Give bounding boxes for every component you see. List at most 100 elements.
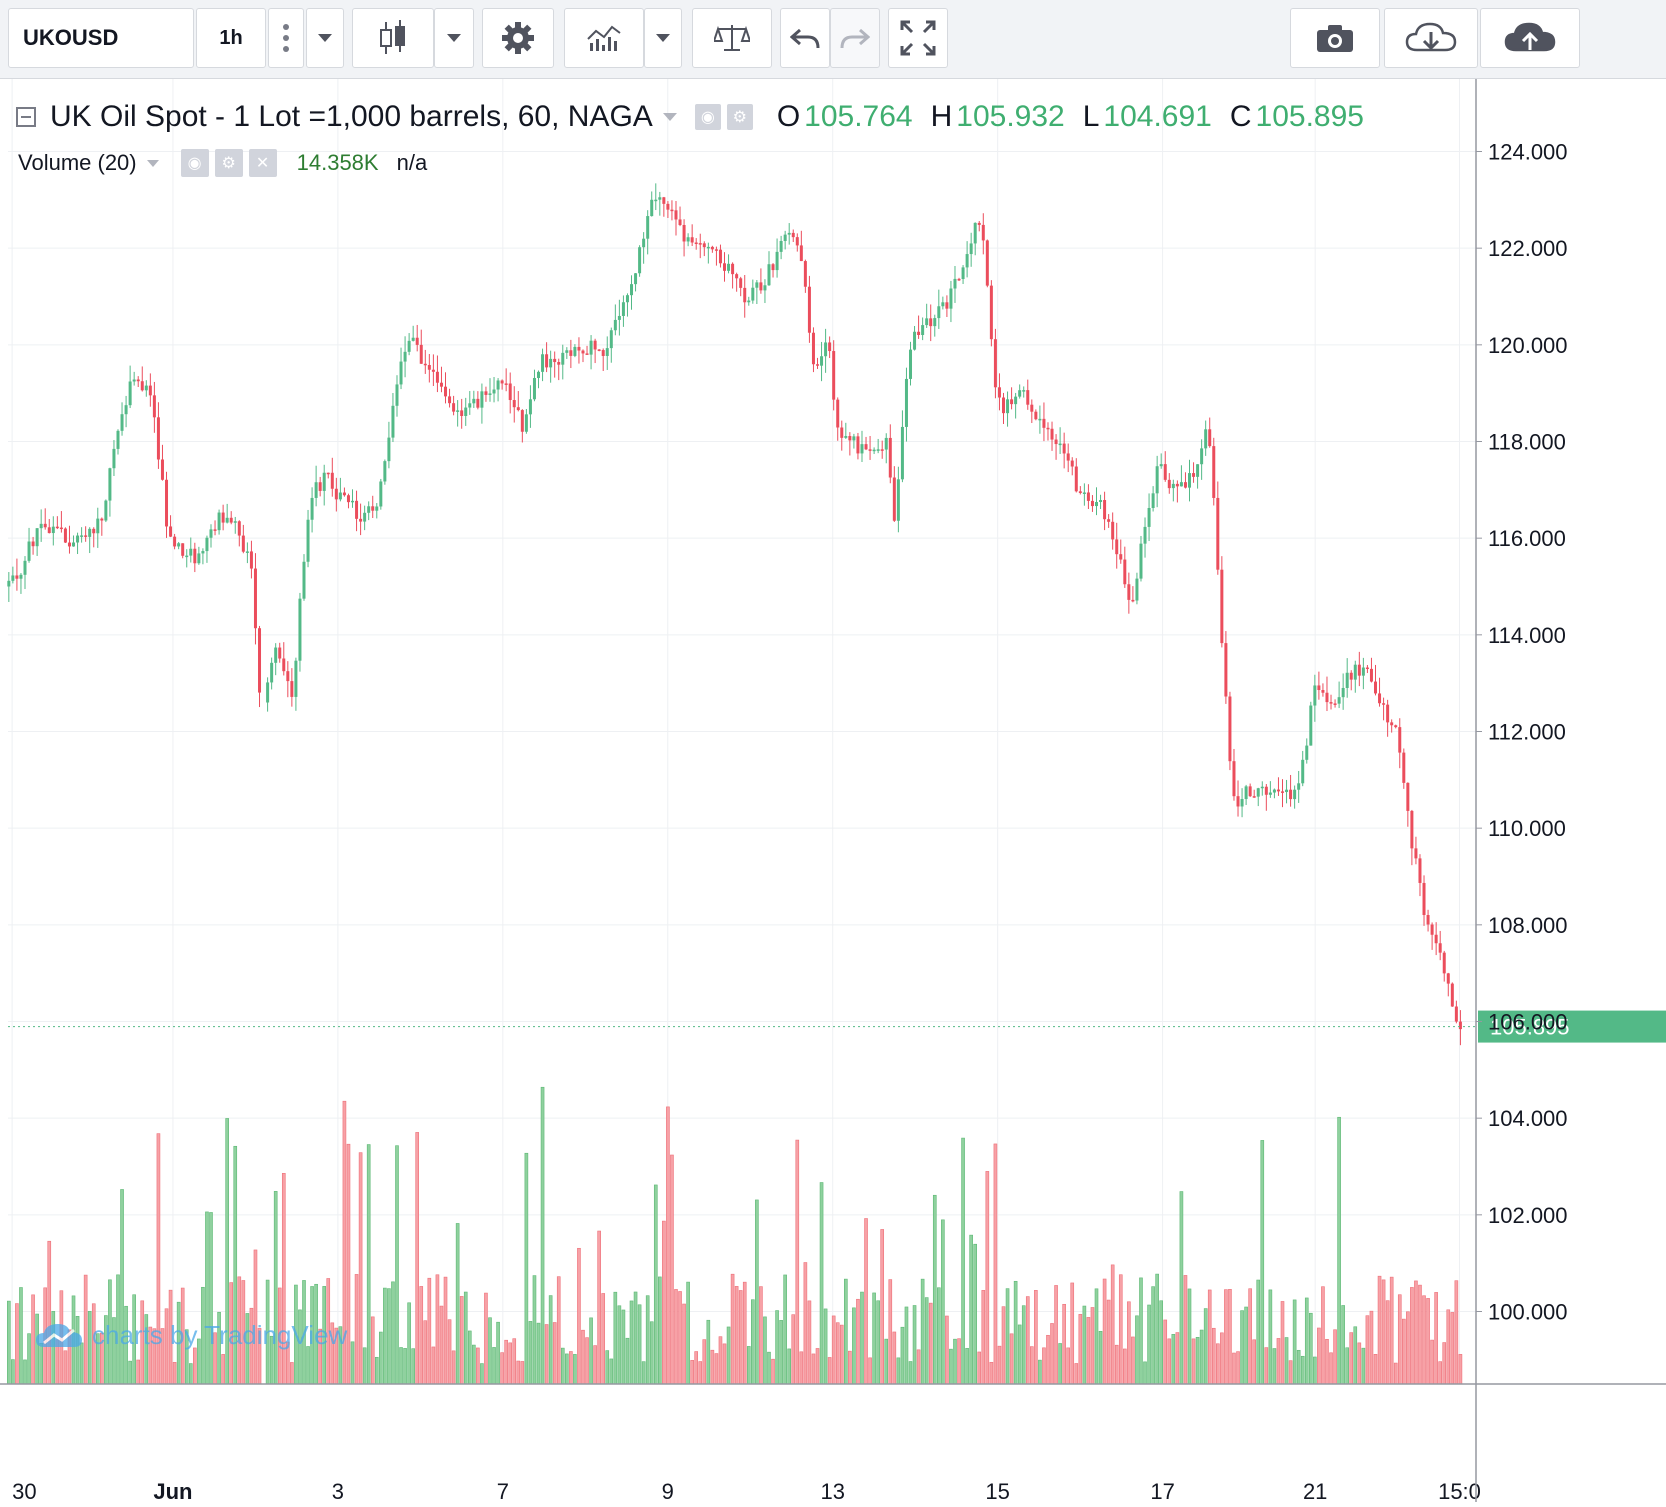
save-chart-button[interactable]	[1480, 8, 1580, 68]
candle-body	[1410, 810, 1414, 849]
candle-body	[779, 240, 783, 252]
candle-body	[1365, 667, 1369, 670]
volume-bar	[1325, 1338, 1329, 1385]
volume-bar	[694, 1351, 699, 1385]
candle-body	[710, 246, 714, 250]
volume-bar	[755, 1199, 759, 1385]
candle-body	[706, 246, 710, 249]
symbol-label: UKOUSD	[23, 25, 119, 50]
candle-body	[383, 461, 387, 482]
x-tick-label: 30	[12, 1479, 36, 1502]
candle-body	[1204, 429, 1208, 449]
settings-button[interactable]	[482, 8, 554, 68]
candle-body	[1002, 397, 1006, 414]
volume-bar	[625, 1337, 630, 1385]
candle-body	[1276, 789, 1280, 792]
candle-body	[205, 537, 209, 552]
candle-body	[1406, 782, 1410, 811]
volume-bar	[658, 1276, 662, 1385]
volume-bar	[1078, 1314, 1083, 1385]
candle-body	[953, 278, 957, 289]
candle-body	[1398, 727, 1402, 753]
volume-bar	[763, 1316, 767, 1385]
volume-menu-chevron-down-icon[interactable]	[146, 159, 159, 167]
volume-bar	[1284, 1337, 1289, 1385]
y-tick-label: 120.000	[1488, 333, 1568, 358]
eye-icon[interactable]: ◉	[180, 149, 209, 177]
close-icon[interactable]: ✕	[248, 149, 277, 177]
candle-body	[1260, 786, 1264, 789]
x-tick-label: 15:0	[1438, 1479, 1481, 1502]
indicators-button[interactable]	[564, 8, 644, 68]
candle-body	[1115, 539, 1119, 555]
volume-bar	[1151, 1286, 1155, 1385]
volume-bar	[601, 1293, 606, 1385]
symbol-search-button[interactable]: UKOUSD	[8, 8, 194, 68]
eye-icon[interactable]: ◉	[694, 104, 721, 130]
fullscreen-button[interactable]	[888, 8, 948, 68]
candle-body	[787, 232, 791, 235]
candle-body	[177, 543, 181, 547]
candle-body	[7, 580, 11, 587]
volume-bar	[1272, 1348, 1277, 1385]
volume-bar	[451, 1350, 456, 1385]
cloud-upload-icon	[1504, 22, 1556, 52]
collapse-legend-icon[interactable]	[16, 107, 36, 127]
chart-type-button[interactable]	[352, 8, 434, 68]
volume-bar	[569, 1351, 573, 1385]
candle-body	[630, 284, 634, 296]
candle-body	[124, 405, 128, 415]
volume-bar	[856, 1298, 860, 1385]
volume-bar	[120, 1189, 124, 1385]
volume-bar	[662, 1220, 666, 1385]
volume-bar	[932, 1194, 937, 1385]
candle-body	[1268, 792, 1272, 795]
interval-button[interactable]: 1h	[196, 8, 266, 68]
gear-icon[interactable]: ⚙	[214, 149, 243, 177]
candle-body	[355, 500, 359, 519]
candlestick-chart[interactable]: 105.895 124.000 122.000 120.000 118.000 116.…	[0, 79, 1666, 1504]
candle-body	[488, 393, 492, 395]
snapshot-button[interactable]	[1290, 8, 1380, 68]
chart-area[interactable]: 105.895 124.000 122.000 120.000 118.000 116.…	[0, 79, 1666, 1504]
tradingview-watermark[interactable]: charts by TradingView	[34, 1320, 347, 1351]
volume-bar	[811, 1353, 816, 1385]
load-chart-button[interactable]	[1384, 8, 1478, 68]
candle-body	[949, 288, 953, 309]
candle-body	[832, 351, 836, 400]
volume-bar	[1038, 1359, 1042, 1385]
volume-bar	[1207, 1289, 1212, 1385]
interval-dropdown-button[interactable]	[306, 8, 344, 68]
volume-bar	[1414, 1280, 1418, 1385]
more-intervals-button[interactable]	[268, 8, 304, 68]
candle-body	[1183, 482, 1187, 488]
candlestick-icon	[380, 20, 405, 54]
series-menu-chevron-down-icon[interactable]	[662, 113, 677, 121]
volume-bar	[1005, 1288, 1010, 1385]
volume-bar	[1353, 1326, 1358, 1385]
volume-bar	[585, 1337, 589, 1385]
volume-bar	[807, 1300, 812, 1385]
indicators-dropdown-button[interactable]	[644, 8, 682, 68]
volume-bar	[419, 1286, 424, 1385]
volume-bar	[1187, 1288, 1192, 1385]
candle-body	[702, 243, 706, 248]
candle-body	[593, 340, 597, 350]
compare-button[interactable]	[692, 8, 772, 68]
volume-bar	[633, 1291, 638, 1385]
candle-body	[1317, 685, 1321, 691]
volume-bar	[577, 1247, 581, 1385]
volume-bar	[674, 1289, 678, 1385]
redo-button[interactable]	[830, 8, 880, 68]
candle-body	[1402, 752, 1406, 783]
volume-bar	[1256, 1279, 1261, 1385]
candle-body	[1256, 788, 1260, 797]
gear-icon[interactable]: ⚙	[726, 104, 753, 130]
candle-body	[476, 398, 480, 408]
candle-body	[165, 479, 169, 527]
undo-button[interactable]	[780, 8, 830, 68]
volume-bar	[193, 1347, 197, 1385]
chart-type-dropdown-button[interactable]	[434, 8, 474, 68]
candle-body	[884, 437, 888, 450]
candle-body	[876, 449, 880, 451]
